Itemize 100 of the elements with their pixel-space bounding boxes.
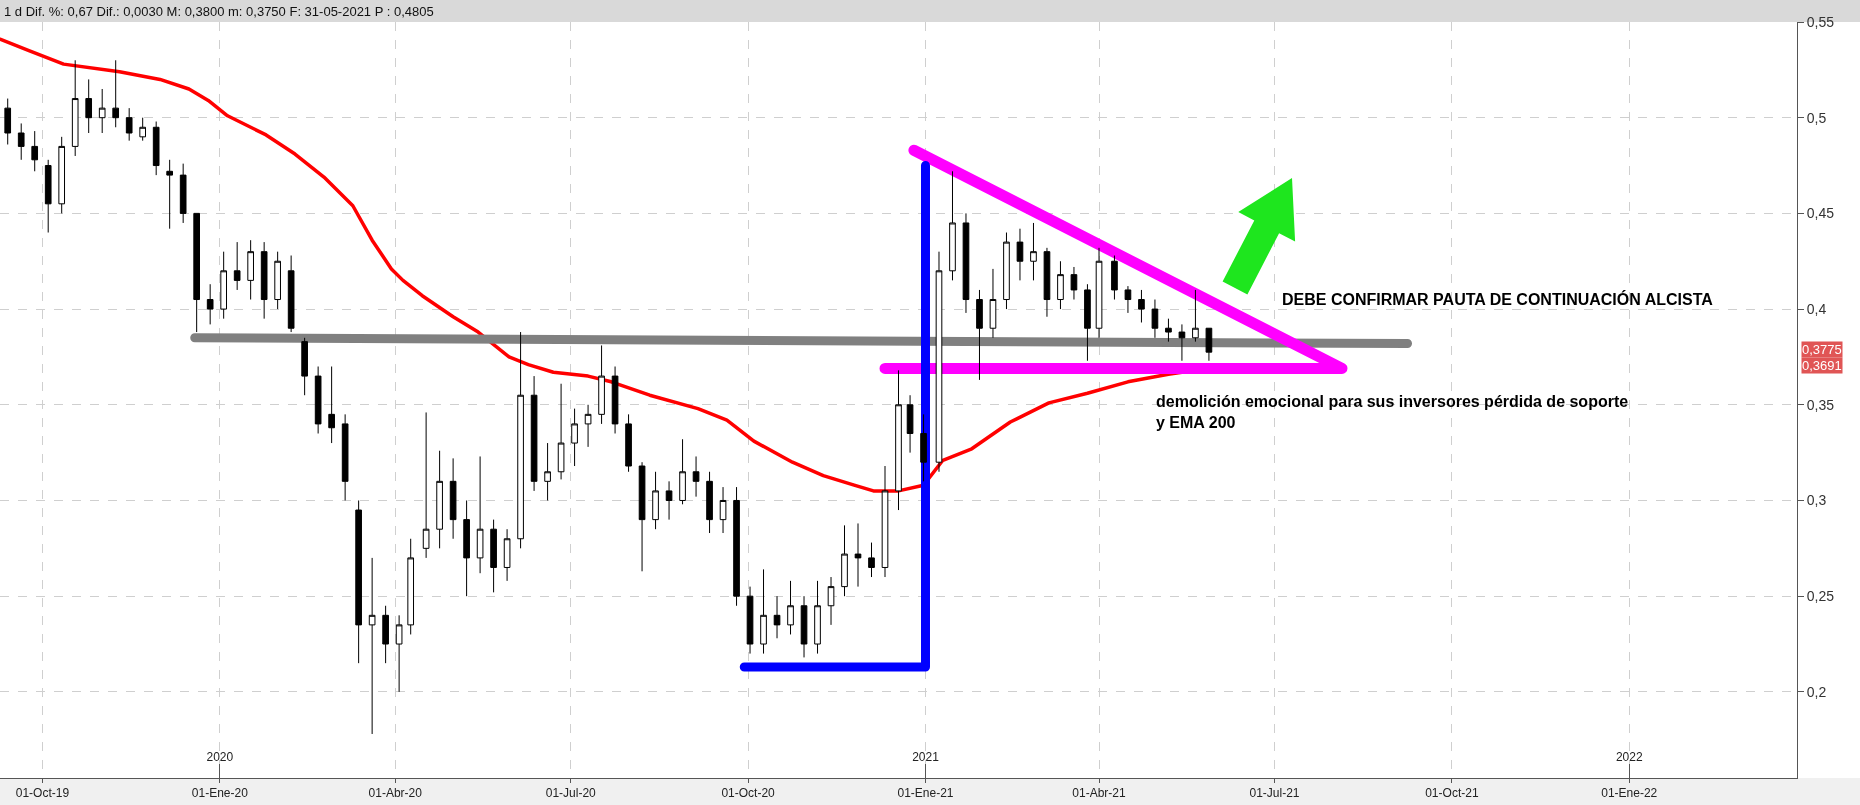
candlestick (814, 580, 821, 655)
candlestick (44, 159, 52, 234)
candlestick (652, 471, 659, 530)
candlestick (1111, 255, 1118, 301)
candlestick (355, 499, 362, 664)
candlestick (166, 159, 174, 230)
candlestick (287, 255, 295, 333)
annotation: demolición emocional para sus inversores pérdida de soporte y EMA 200 (1156, 393, 1629, 431)
candlestick (274, 251, 281, 310)
x-tick-label: 01-Jul-21 (1249, 786, 1300, 801)
candlestick (395, 614, 403, 693)
candlestick (665, 480, 673, 521)
candlestick (706, 471, 713, 534)
candlestick (1084, 283, 1091, 362)
candlestick (989, 268, 997, 339)
candlestick (800, 595, 808, 658)
candlestick (449, 457, 457, 540)
candlestick (1192, 289, 1199, 343)
y-tick-label: 0,5 (1806, 109, 1827, 126)
candlestick (1165, 318, 1172, 343)
annotation: DEBE CONFIRMAR PAUTA DE CONTINUACIÓN ALCISTA (1282, 290, 1714, 308)
candlestick (530, 375, 538, 492)
y-tick-label: 0,4 (1806, 300, 1827, 317)
candlestick (854, 522, 862, 588)
candlestick (152, 121, 160, 176)
x2-tick-label: 2020 (206, 750, 234, 764)
candlestick (1205, 327, 1213, 362)
candlestick (746, 586, 754, 655)
y-tick-label: 0,35 (1806, 396, 1835, 413)
x-tick-label: 01-Oct-19 (15, 786, 70, 801)
candlestick (125, 107, 133, 142)
chart-title: 1 d Dif. %: 0,67 Dif.: 0,0030 M: 0,3800 m: 0,3750 F: 31-05-2021 P : 0,4805 (4, 3, 434, 19)
candlestick (490, 519, 497, 593)
candlestick (31, 130, 39, 172)
x2-tick-label: 2021 (912, 750, 940, 764)
text: 0,3691 (1802, 358, 1842, 373)
candlestick (17, 122, 25, 161)
candlestick (625, 413, 632, 473)
candlestick (1057, 260, 1064, 310)
candlestick (1070, 266, 1078, 301)
candlestick (503, 528, 511, 582)
candlestick (260, 241, 268, 320)
x-tick-label: 01-Abr-21 (1072, 786, 1127, 801)
candlestick (368, 557, 376, 735)
candlestick (841, 524, 848, 597)
candlestick (679, 438, 686, 505)
candlestick (58, 136, 66, 214)
candlestick (85, 78, 93, 134)
candlestick (1095, 247, 1103, 339)
candlestick (719, 486, 727, 534)
candlestick (436, 450, 443, 549)
candlestick (407, 538, 415, 635)
candlestick (1016, 228, 1024, 281)
candlestick (976, 289, 983, 381)
candlestick (920, 413, 927, 482)
candlestick (233, 241, 241, 291)
x-tick-label: 01-Ene-20 (191, 786, 249, 801)
candlestick (598, 344, 605, 425)
text: 0,3775 (1802, 342, 1842, 357)
candlestick (220, 251, 227, 320)
candlestick (935, 251, 943, 473)
x2-tick-label: 2022 (1615, 750, 1643, 764)
x-tick-label: 01-Abr-20 (368, 786, 423, 801)
candlestick (476, 455, 484, 574)
x-tick-label: 01-Oct-20 (721, 786, 776, 801)
candlestick (1178, 323, 1186, 362)
candlestick (1030, 222, 1037, 281)
candlestick (301, 337, 308, 396)
candlestick (139, 117, 147, 142)
candlestick (906, 394, 914, 454)
candlestick (193, 212, 200, 333)
x-tick-label: 01-Ene-21 (897, 786, 954, 801)
candlestick (787, 580, 794, 635)
candlestick (571, 408, 578, 467)
candlestick (895, 369, 902, 511)
y-tick-label: 0,55 (1806, 13, 1835, 30)
candlestick (314, 366, 322, 434)
candlestick (544, 442, 551, 501)
candlestick (328, 366, 335, 444)
candlestick (638, 461, 646, 572)
candlestick (733, 486, 740, 607)
x-tick-label: 01-Jul-20 (545, 786, 597, 801)
candlestick (962, 212, 970, 314)
candlestick (1138, 289, 1145, 323)
x-tick-label: 01-Oct-21 (1425, 786, 1479, 801)
candlestick (1124, 285, 1132, 314)
candlestick (760, 568, 767, 655)
candlestick (71, 59, 79, 157)
candlestick (341, 413, 349, 501)
candlestick (881, 465, 889, 578)
candlestick (1043, 247, 1051, 318)
candlestick (949, 170, 956, 281)
candlestick (98, 88, 106, 134)
y-tick-label: 0,2 (1806, 683, 1827, 700)
candlestick (112, 59, 120, 128)
candlestick (1003, 232, 1010, 310)
y-tick-label: 0,25 (1806, 588, 1835, 605)
candlestick (179, 163, 187, 224)
y-tick-label: 0,3 (1806, 492, 1827, 509)
candlestick (827, 576, 835, 626)
